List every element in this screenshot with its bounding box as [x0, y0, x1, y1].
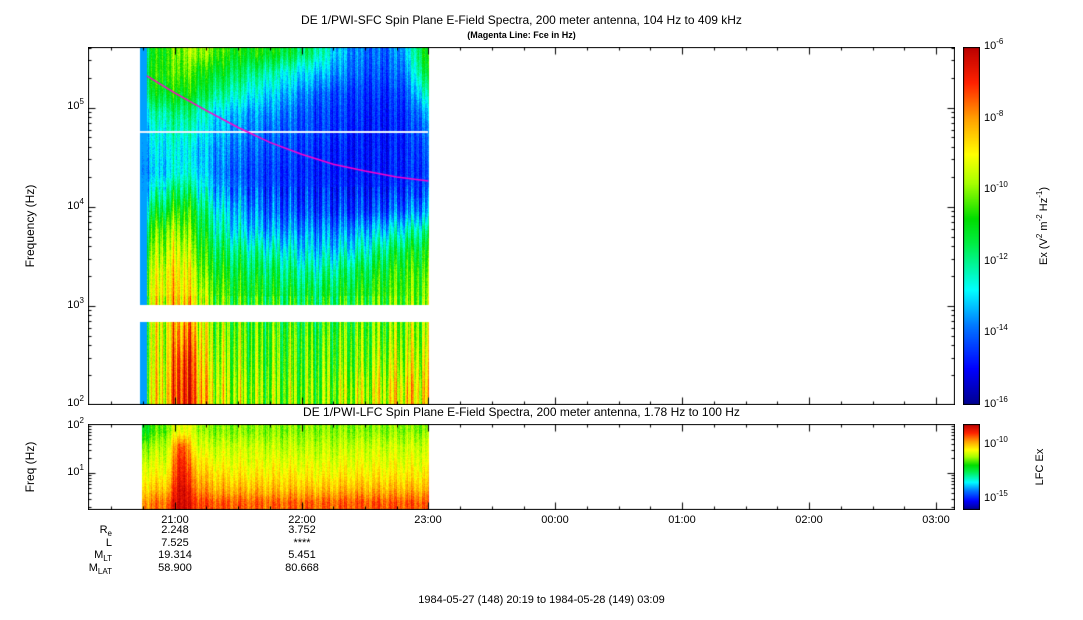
tick-exp: 3	[79, 296, 84, 305]
lfc-y-tick-1e2: 102	[36, 416, 84, 431]
ephem-label-main: R	[99, 524, 108, 536]
tick-base: 10	[67, 397, 80, 409]
ephem-label-main: L	[105, 537, 112, 549]
sfc-cb-tick-4: 10-14	[984, 323, 1008, 338]
ephem-label-re: Re	[55, 524, 112, 538]
sfc-y-tick-1e5: 105	[36, 97, 84, 112]
lfc-cb-tick-0: 10-10	[984, 435, 1008, 450]
lfc-title: DE 1/PWI-LFC Spin Plane E-Field Spectra,…	[303, 405, 740, 419]
tick-exp: -16	[996, 395, 1008, 404]
ephem-value: 2.248	[161, 524, 189, 536]
sfc-y-axis-label: Frequency (Hz)	[23, 184, 37, 268]
tick-exp: 2	[79, 394, 84, 403]
ephem-value: 58.900	[158, 562, 192, 574]
ephem-value: 5.451	[288, 549, 316, 561]
sfc-subtitle: (Magenta Line: Fce in Hz)	[467, 30, 576, 40]
ephem-value: ****	[293, 537, 311, 549]
tick-base: 10	[984, 492, 997, 504]
lfc-cb-tick-1: 10-15	[984, 489, 1008, 504]
cb-label-sup: -2	[1035, 214, 1044, 222]
ephem-label-main: M	[94, 549, 104, 561]
lfc-colorbar-canvas	[963, 424, 980, 510]
x-tick-0300: 03:00	[922, 514, 950, 526]
tick-exp: -12	[996, 252, 1008, 261]
ephem-label-sub: LAT	[97, 567, 112, 576]
sfc-y-tick-1e3: 103	[36, 296, 84, 311]
sfc-cb-tick-5: 10-16	[984, 395, 1008, 410]
tick-base: 10	[67, 299, 80, 311]
tick-base: 10	[984, 255, 997, 267]
tick-base: 10	[984, 326, 997, 338]
tick-base: 10	[984, 438, 997, 450]
cb-label-part: Ex (V	[1038, 238, 1050, 266]
tick-exp: -15	[996, 489, 1008, 498]
x-tick-0200: 02:00	[795, 514, 823, 526]
sfc-y-tick-1e4: 104	[36, 197, 84, 212]
ephem-label-sub: e	[107, 529, 112, 538]
cb-label-part: m	[1038, 221, 1050, 234]
sfc-cb-tick-2: 10-10	[984, 180, 1008, 195]
tick-base: 10	[67, 200, 80, 212]
ephem-value: 3.752	[288, 524, 316, 536]
tick-exp: 2	[79, 416, 84, 425]
sfc-y-tick-1e2: 102	[36, 394, 84, 409]
tick-base: 10	[67, 100, 80, 112]
sfc-title: DE 1/PWI-SFC Spin Plane E-Field Spectra,…	[301, 13, 742, 27]
tick-base: 10	[984, 183, 997, 195]
ephem-value: 19.314	[158, 549, 192, 561]
lfc-y-tick-1e1: 101	[36, 463, 84, 478]
x-tick-2300: 23:00	[414, 514, 442, 526]
time-range-caption: 1984-05-27 (148) 20:19 to 1984-05-28 (14…	[418, 594, 665, 606]
tick-exp: -10	[996, 180, 1008, 189]
tick-base: 10	[984, 112, 997, 124]
lfc-colorbar-label: LFC Ex	[1034, 448, 1046, 486]
cb-label-sup: 2	[1035, 233, 1044, 239]
tick-exp: -8	[996, 109, 1004, 118]
lfc-y-axis-label: Freq (Hz)	[23, 441, 37, 493]
x-tick-2100: 21:00	[161, 514, 189, 526]
tick-exp: 1	[79, 463, 84, 472]
tick-exp: -14	[996, 323, 1008, 332]
ephem-label-main: M	[88, 562, 98, 574]
x-tick-2200: 22:00	[288, 514, 316, 526]
tick-exp: -6	[996, 37, 1004, 46]
ephem-value: 7.525	[161, 537, 189, 549]
ephem-label-mlat: MLAT	[55, 562, 112, 576]
tick-exp: 4	[79, 197, 84, 206]
tick-base: 10	[984, 40, 997, 52]
tick-base: 10	[67, 419, 80, 431]
sfc-spectrogram-canvas	[88, 47, 955, 405]
tick-base: 10	[984, 398, 997, 410]
x-tick-0100: 01:00	[668, 514, 696, 526]
sfc-cb-tick-1: 10-8	[984, 109, 1004, 124]
sfc-colorbar-label: Ex (V2 m-2 Hz-1)	[1035, 187, 1050, 266]
ephem-label-sub: LT	[103, 554, 112, 563]
sfc-cb-tick-0: 10-6	[984, 37, 1004, 52]
tick-exp: -10	[996, 435, 1008, 444]
sfc-cb-tick-3: 10-12	[984, 252, 1008, 267]
cb-label-sup: -1	[1035, 190, 1044, 198]
sfc-colorbar-canvas	[963, 47, 980, 405]
ephem-label-l: L	[55, 537, 112, 550]
ephem-value: 80.668	[285, 562, 319, 574]
lfc-spectrogram-canvas	[88, 424, 955, 510]
x-tick-0000: 00:00	[541, 514, 569, 526]
tick-base: 10	[67, 466, 80, 478]
cb-label-part: Hz	[1038, 197, 1050, 215]
ephem-label-mlt: MLT	[55, 549, 112, 563]
tick-exp: 5	[79, 97, 84, 106]
